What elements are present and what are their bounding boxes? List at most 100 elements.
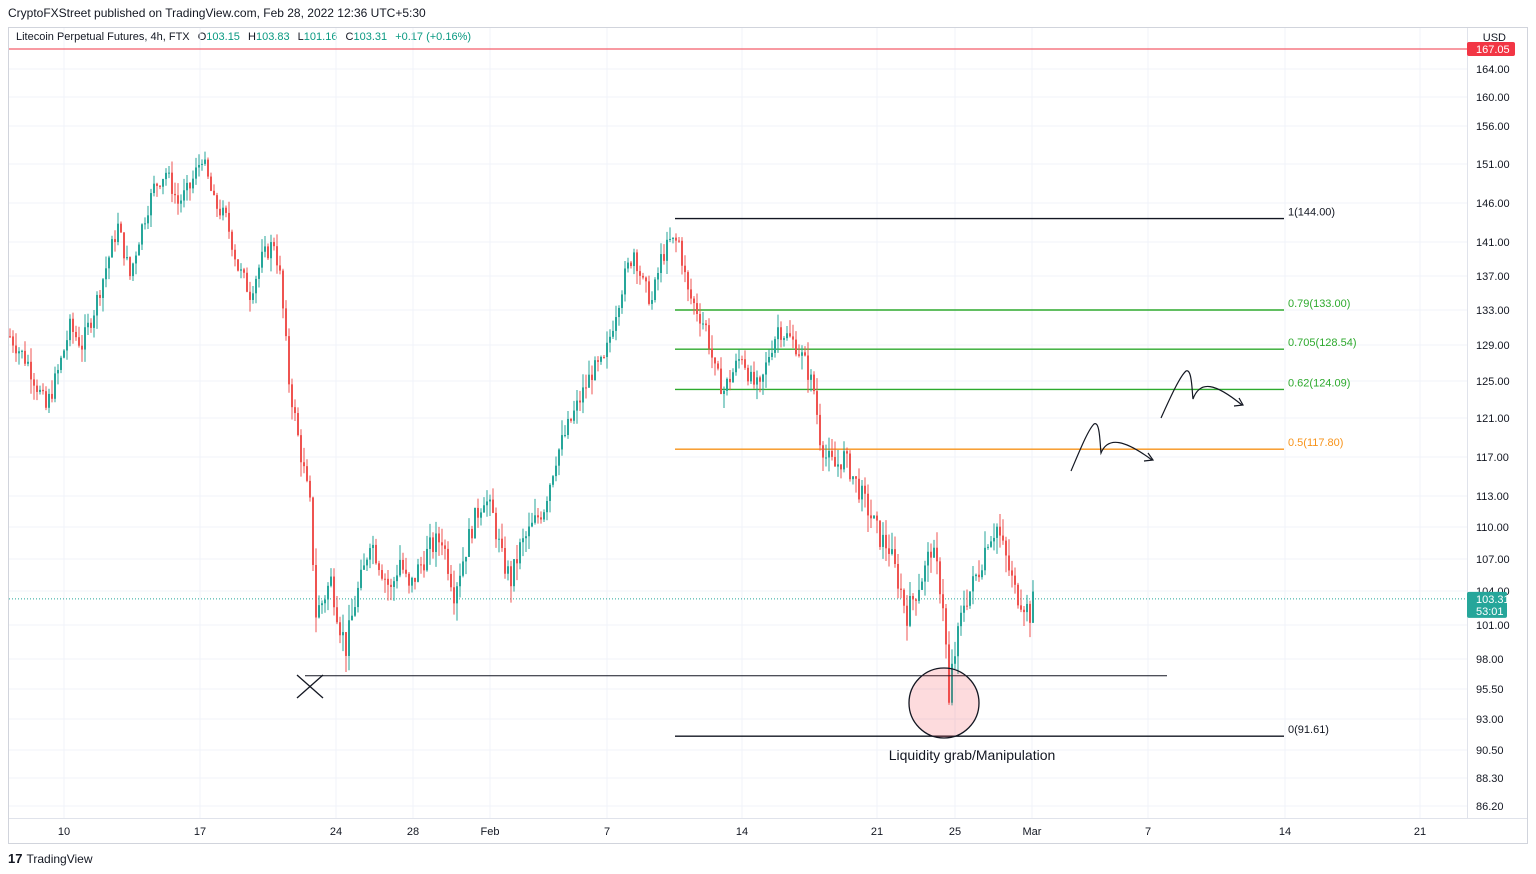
open-value: 103.15	[206, 31, 240, 43]
candle-body	[348, 620, 350, 656]
candle-body	[579, 400, 581, 403]
candle-body	[840, 464, 842, 470]
candle-body	[576, 400, 578, 411]
candle-body	[642, 275, 644, 278]
footer: 17 TradingView	[8, 851, 93, 866]
candle-body	[141, 224, 143, 245]
symbol-title[interactable]: Litecoin Perpetual Futures, 4h, FTX	[16, 31, 190, 43]
x-mark-icon	[296, 674, 324, 699]
candle-body	[60, 357, 62, 370]
candle-body	[1026, 603, 1028, 613]
candle-body	[876, 515, 878, 521]
candle-body	[1014, 575, 1016, 585]
candle-body	[456, 586, 458, 604]
candle-body	[552, 476, 554, 485]
candle-body	[546, 500, 548, 513]
candle-body	[819, 414, 821, 446]
candle-body	[756, 377, 758, 385]
candle-body	[375, 544, 377, 564]
candle-body	[930, 551, 932, 558]
tradingview-brand[interactable]: TradingView	[26, 851, 93, 866]
candle-body	[855, 476, 857, 479]
candle-body	[1011, 570, 1013, 576]
candle-body	[567, 418, 569, 436]
candle-body	[864, 485, 866, 494]
candle-body	[621, 294, 623, 308]
candle-body	[948, 644, 950, 703]
candle-body	[243, 269, 245, 273]
candle-body	[351, 615, 353, 621]
candle-body	[195, 167, 197, 179]
candle-body	[294, 407, 296, 414]
candle-body	[279, 265, 281, 271]
candle-body	[888, 548, 890, 554]
tradingview-logo-icon[interactable]: 17	[8, 851, 23, 866]
candle-body	[645, 277, 647, 282]
candle-body	[933, 547, 935, 558]
candle-body	[699, 313, 701, 324]
candle-body	[675, 237, 677, 241]
candle-body	[468, 529, 470, 557]
candle-body	[138, 244, 140, 256]
candle-body	[87, 322, 89, 328]
candle-body	[681, 240, 683, 266]
candle-body	[186, 182, 188, 191]
candle-body	[174, 193, 176, 196]
candle-body	[870, 515, 872, 519]
candle-body	[57, 369, 59, 374]
candle-body	[1008, 555, 1010, 571]
candle-body	[528, 526, 530, 537]
candle-body	[306, 466, 308, 481]
candle-body	[963, 605, 965, 613]
candle-body	[795, 339, 797, 355]
candle-body	[927, 551, 929, 566]
candle-body	[102, 279, 104, 298]
projection-arrow-1-head	[1143, 452, 1155, 462]
current-price-badge[interactable]	[1467, 591, 1507, 618]
candle-body	[537, 515, 539, 518]
candle-body	[978, 574, 980, 578]
candle-body	[417, 564, 419, 582]
current-price-label: 103.31	[1476, 594, 1510, 606]
close-label: C	[345, 31, 354, 43]
candle-body	[984, 547, 986, 571]
candle-body	[564, 435, 566, 437]
chart-frame	[8, 27, 1528, 844]
price-tick-label: 110.00	[1476, 522, 1509, 534]
candle-body	[843, 451, 845, 470]
candle-body	[702, 323, 704, 325]
candle-body	[651, 300, 653, 304]
candle-body	[366, 559, 368, 566]
candle-body	[696, 303, 698, 314]
candle-body	[402, 559, 404, 570]
candle-body	[654, 279, 656, 301]
candle-body	[609, 336, 611, 343]
candle-body	[39, 389, 41, 392]
candle-body	[759, 377, 761, 382]
alert-price-badge[interactable]	[1467, 42, 1515, 56]
price-tick-label: 146.00	[1476, 198, 1510, 210]
candle-body	[507, 566, 509, 574]
candle-body	[324, 599, 326, 604]
price-tick-label: 133.00	[1476, 305, 1510, 317]
change-value: +0.17 (+0.16%)	[395, 31, 472, 43]
candle-body	[591, 374, 593, 381]
fib-level-label: 0.705(128.54)	[1288, 337, 1357, 349]
publisher-line: CryptoFXStreet published on TradingView.…	[8, 6, 426, 20]
candle-body	[486, 501, 488, 506]
candle-body	[573, 410, 575, 421]
candle-body	[309, 480, 311, 498]
candle-body	[267, 246, 269, 259]
price-tick-label: 95.50	[1476, 684, 1504, 696]
candle-body	[510, 566, 512, 587]
candle-body	[828, 450, 830, 458]
candle-body	[516, 559, 518, 564]
candle-body	[225, 207, 227, 213]
candle-body	[42, 389, 44, 392]
candle-body	[846, 451, 848, 454]
price-tick-label: 113.00	[1476, 491, 1509, 503]
candle-body	[861, 485, 863, 500]
candle-body	[78, 337, 80, 346]
candle-body	[198, 164, 200, 168]
